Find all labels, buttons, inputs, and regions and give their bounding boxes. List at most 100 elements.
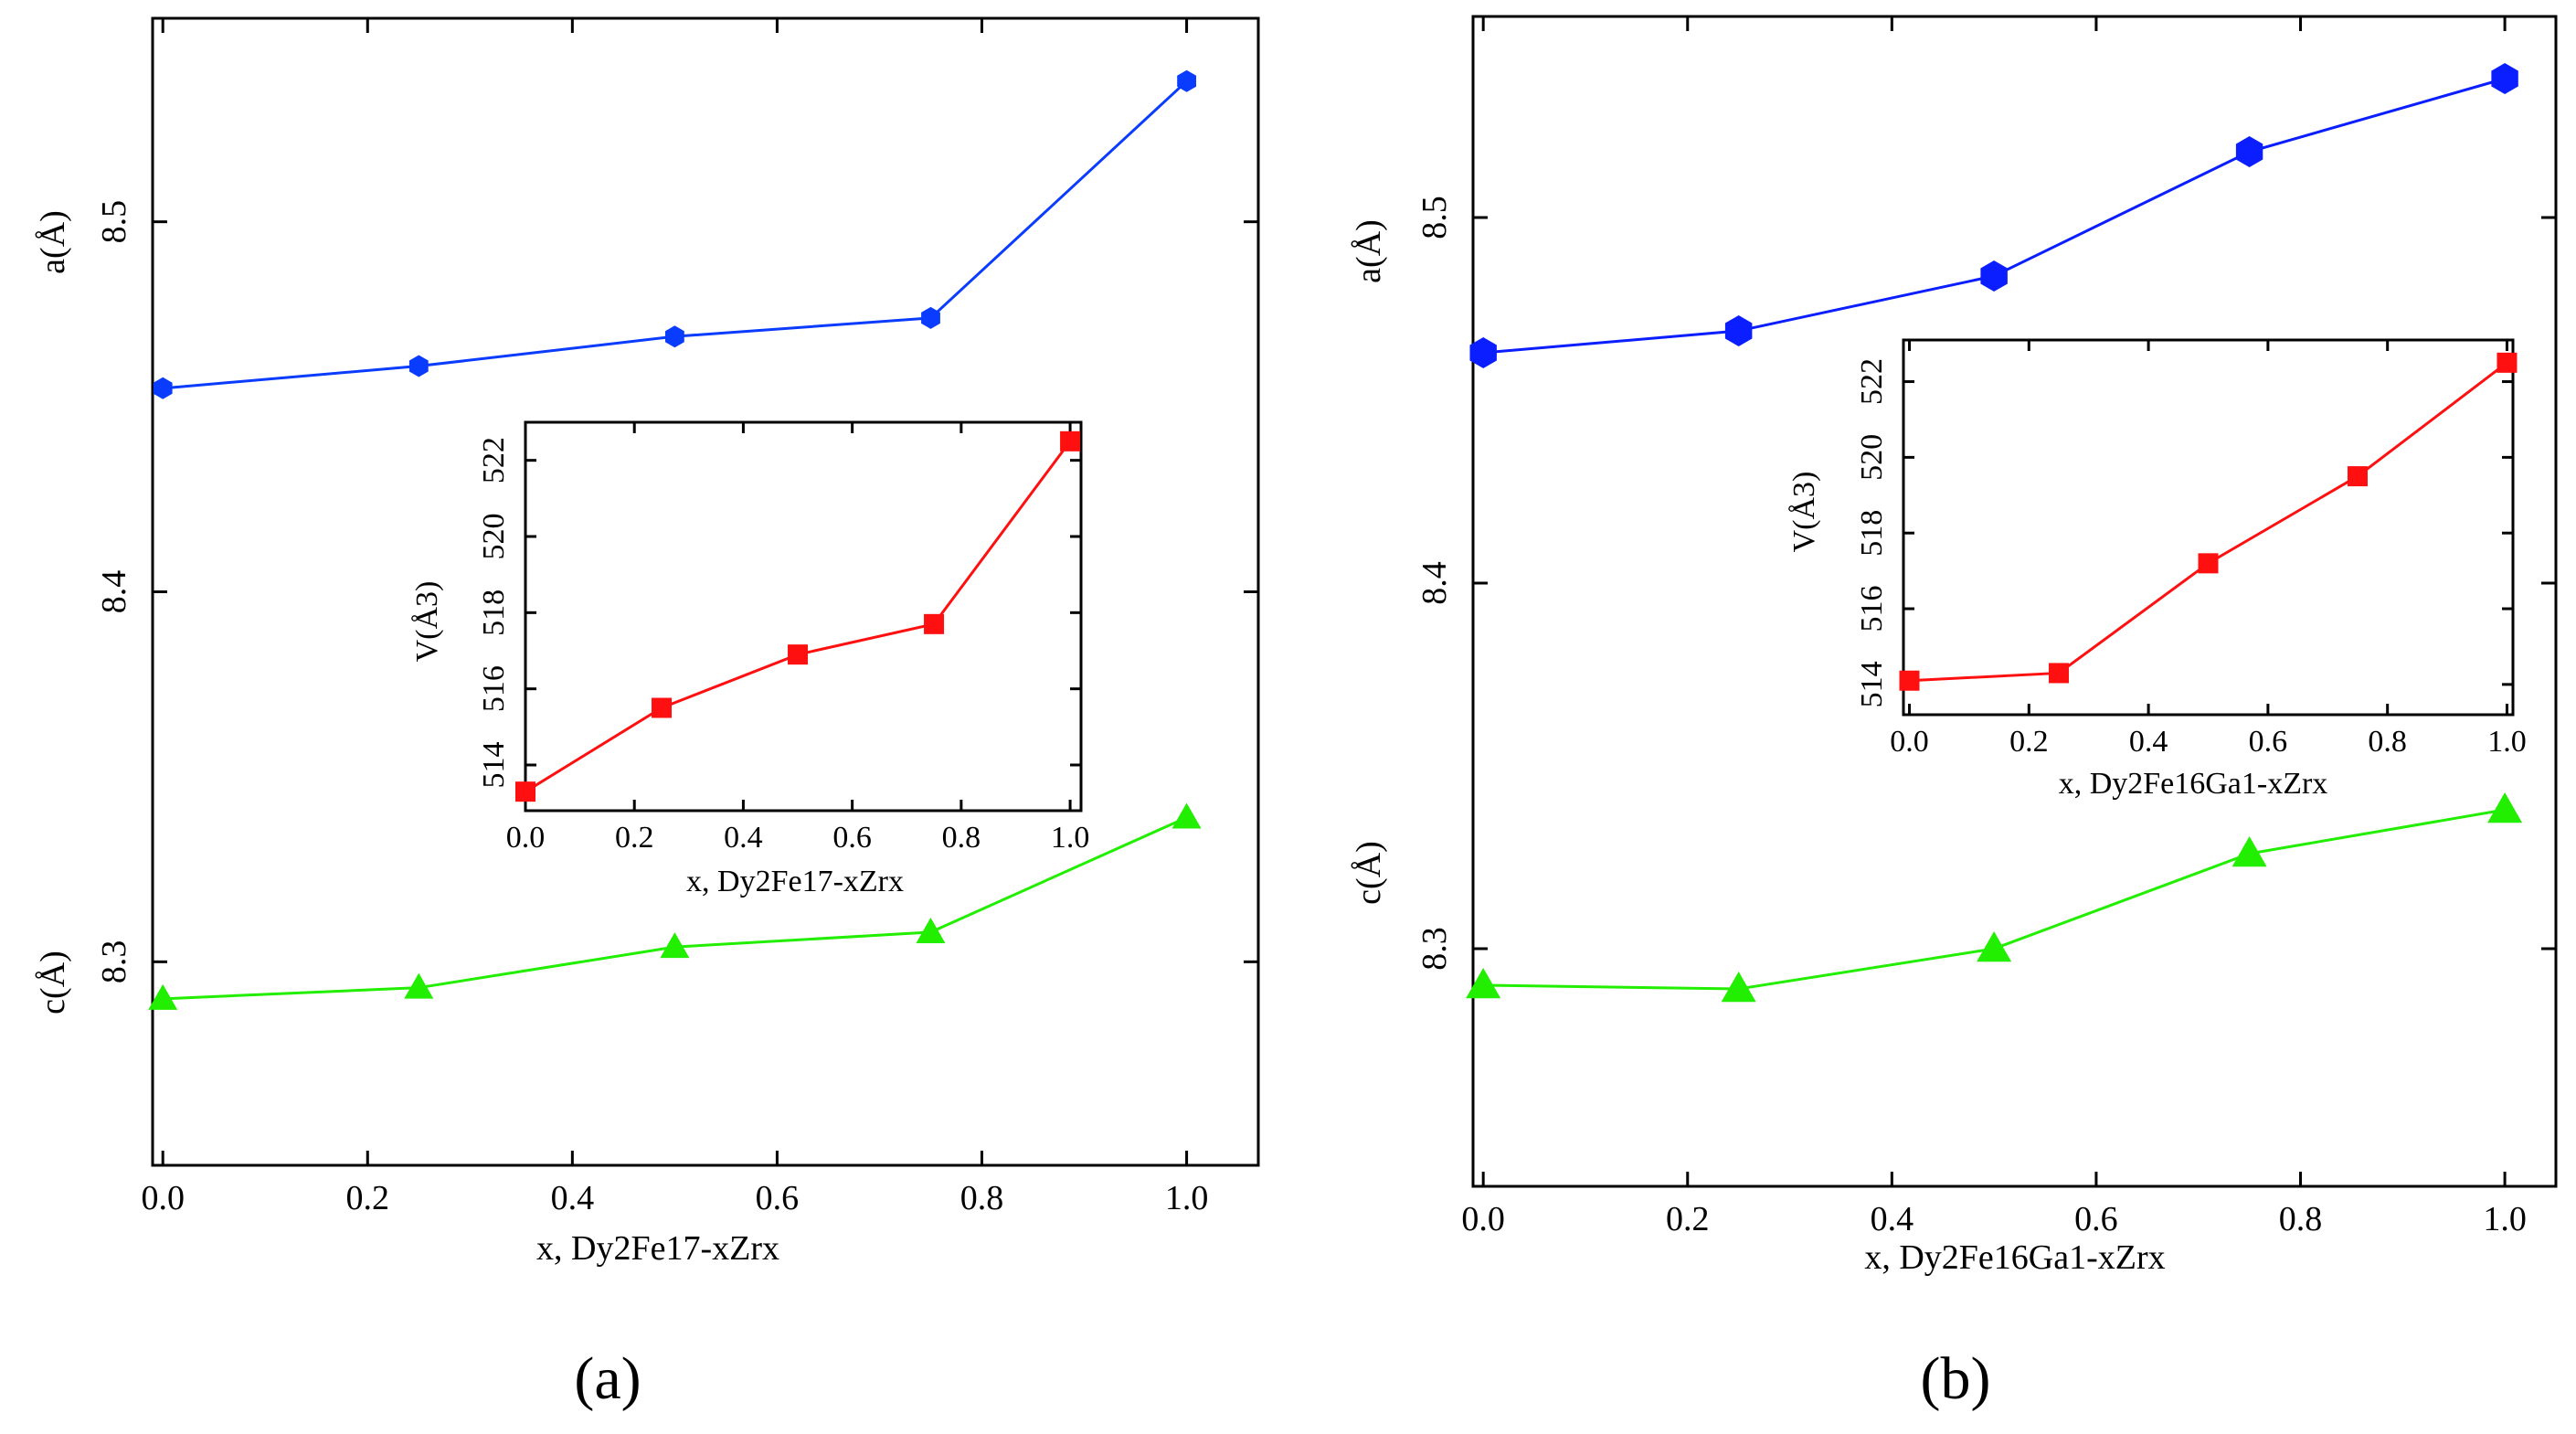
panel-a-inset-ytick-label: 514 <box>477 742 511 789</box>
panel-b-main-series-c-point <box>1721 972 1756 1003</box>
panel-b-inset-xtick-label: 0.6 <box>2249 725 2288 759</box>
panel-a-inset-xtick-label: 0.8 <box>942 821 981 855</box>
panel-b-inset-xtick-label: 0.2 <box>2009 725 2049 759</box>
panel-b-inset-ytick-label: 516 <box>1855 586 1889 632</box>
panel-b-main-xtick-label: 0.6 <box>2074 1200 2118 1238</box>
panel-a-inset-xlabel: x, Dy2Fe17-xZrx <box>686 865 904 898</box>
panel-a-main-series-c-point <box>148 983 178 1010</box>
panel-b-main-frame <box>1471 15 2558 1188</box>
panel-a-main-xtick-label: 1.0 <box>1165 1179 1209 1217</box>
panel-a-inset-xtick-label: 0.4 <box>724 821 763 855</box>
panel-a-inset-ylabel: V(Å3) <box>410 581 444 663</box>
panel-a-main-ytick-label: 8.3 <box>95 940 133 984</box>
panel-a-main-ytick-label: 8.4 <box>95 570 133 614</box>
panel-a-inset-xtick-label: 0.6 <box>832 821 872 855</box>
panel-a-main-xtick-label: 0.4 <box>551 1179 595 1217</box>
panel-b-main-xtick-label: 0.8 <box>2279 1200 2323 1238</box>
panel-b-main-series-c-line <box>1483 808 2506 991</box>
panel-b-main-ytick-label: 8.3 <box>1415 927 1454 971</box>
panel-b-inset-ytick-label: 514 <box>1855 661 1889 707</box>
panel-b-xlabel: x, Dy2Fe16Ga1-xZrx <box>1864 1238 2165 1277</box>
panel-a-main-series-c-point <box>916 917 946 943</box>
panel-a-inset-ytick-label: 520 <box>477 514 511 560</box>
panel-b-inset-series-V-point <box>2049 663 2070 684</box>
panel-a-main-series-a-point <box>408 355 429 377</box>
panel-b-inset-ytick-label: 520 <box>1855 434 1889 481</box>
panel-b-main-series-c-point <box>1466 968 1501 999</box>
panel-b-inset-xtick-label: 0.0 <box>1890 725 1929 759</box>
panel-b-ylabel-c: c(Å) <box>1350 841 1388 905</box>
panel-a-inset-xtick-label: 0.2 <box>615 821 654 855</box>
panel-b-main-ytick-label: 8.4 <box>1415 561 1454 605</box>
panel-b-inset-series-V-point <box>2496 352 2518 373</box>
panel-b-caption: (b) <box>1921 1345 1991 1412</box>
panel-b-inset-series-V-point <box>2198 553 2219 574</box>
panel-b-main-series-a-point <box>2235 136 2263 167</box>
panel-b-inset-xtick-label: 1.0 <box>2487 725 2527 759</box>
panel-a-inset-ytick-label: 516 <box>477 665 511 712</box>
panel-a-main-series-a-point <box>153 377 173 399</box>
panel-a-main-xtick-label: 0.6 <box>756 1179 800 1217</box>
panel-b-main-series-c-point <box>2231 836 2267 867</box>
panel-a-main-series-c-point <box>660 932 690 959</box>
panel-a-inset-frame <box>524 420 1083 813</box>
panel-a-inset-xtick-label: 0.0 <box>506 821 546 855</box>
panel-a-main-series-c-point <box>1171 802 1202 829</box>
panel-a-inset-series-V-point <box>788 644 809 665</box>
panel-a-inset-xtick-label: 1.0 <box>1051 821 1090 855</box>
panel-b-main-series-c-point <box>1977 931 2012 962</box>
panel-b-main-xtick-label: 1.0 <box>2483 1200 2527 1238</box>
panel-b-inset-xlabel: x, Dy2Fe16Ga1-xZrx <box>2059 767 2328 801</box>
panel-a-main-ytick-label: 8.5 <box>95 200 133 244</box>
panel-a-xlabel: x, Dy2Fe17-xZrx <box>536 1229 779 1268</box>
panel-b-main-series <box>1466 63 2523 1003</box>
panel-b-main-xtick-label: 0.0 <box>1461 1200 1505 1238</box>
panel-a-main-xtick-label: 0.0 <box>141 1179 185 1217</box>
panel-b-main-series-a-point <box>1980 260 2008 292</box>
panel-a-main-series-a-point <box>665 325 684 348</box>
panel-a-inset-series <box>515 430 1081 802</box>
panel-a-inset-series-V-point <box>515 781 535 802</box>
panel-a-inset-series-V-point <box>924 613 945 634</box>
panel-a: 0.0 0.2 0.4 0.6 0.8 1.0 8.3 8.4 8.5 a(Å) c(Å) x,… <box>34 16 1260 1412</box>
panel-b-main-ytick-label: 8.5 <box>1415 196 1454 239</box>
panel-a-caption: (a) <box>574 1345 641 1412</box>
panel-b-inset-xtick-label: 0.4 <box>2129 725 2168 759</box>
panel-b-inset-series-V-point <box>2347 466 2368 487</box>
panel-b-inset-series-V-point <box>1899 670 1920 691</box>
panel-b-ylabel-a: a(Å) <box>1350 219 1388 283</box>
panel-a-main-series-c-point <box>404 972 434 999</box>
panel-a-ylabel-a: a(Å) <box>34 210 72 274</box>
panel-a-main-xtick-label: 0.2 <box>346 1179 390 1217</box>
panel-a-inset-series-V-point <box>652 697 673 718</box>
panel-b-inset-ylabel: V(Å3) <box>1787 472 1821 553</box>
panel-b-main-series-a-point <box>2491 63 2518 94</box>
panel-b-inset-series <box>1899 352 2518 691</box>
panel-a-main-xtick-label: 0.8 <box>960 1179 1004 1217</box>
panel-b-main-series-c-point <box>2487 792 2523 823</box>
panel-a-main-series-a-point <box>921 306 940 329</box>
panel-a-inset-ticks: 0.0 0.2 0.4 0.6 0.8 1.0 514 516 518 520 522 <box>477 422 1089 855</box>
panel-b-main-series-a-line <box>1483 77 2506 355</box>
panel-a-main-series <box>148 69 1202 1010</box>
panel-a-inset-ytick-label: 518 <box>477 590 511 636</box>
panel-a-inset-series-V-point <box>1060 430 1081 451</box>
panel-a-ylabel-c: c(Å) <box>34 951 72 1014</box>
panel-a-inset-ytick-label: 522 <box>477 437 511 483</box>
panel-b-inset-xtick-label: 0.8 <box>2368 725 2407 759</box>
panel-a-main-ticks: 0.0 0.2 0.4 0.6 0.8 1.0 8.3 8.4 8.5 <box>95 18 1258 1217</box>
panel-b: 0.0 0.2 0.4 0.6 0.8 1.0 8.3 8.4 8.5 a(Å) c(Å) x,… <box>1350 15 2558 1412</box>
panel-b-inset-ytick-label: 522 <box>1855 358 1889 405</box>
panel-b-main-xtick-label: 0.4 <box>1871 1200 1914 1238</box>
panel-b-main-xtick-label: 0.2 <box>1666 1200 1710 1238</box>
panel-a-main-series-c-line <box>163 816 1188 1001</box>
panel-a-main-series-a-point <box>1177 69 1196 92</box>
panel-b-inset-frame <box>1902 338 2515 717</box>
panel-b-main-series-a-point <box>1724 315 1753 346</box>
panel-b-main-series-a-point <box>1469 337 1497 368</box>
panel-b-main-ticks: 0.0 0.2 0.4 0.6 0.8 1.0 8.3 8.4 8.5 <box>1415 16 2556 1238</box>
panel-b-inset-ytick-label: 518 <box>1855 510 1889 557</box>
